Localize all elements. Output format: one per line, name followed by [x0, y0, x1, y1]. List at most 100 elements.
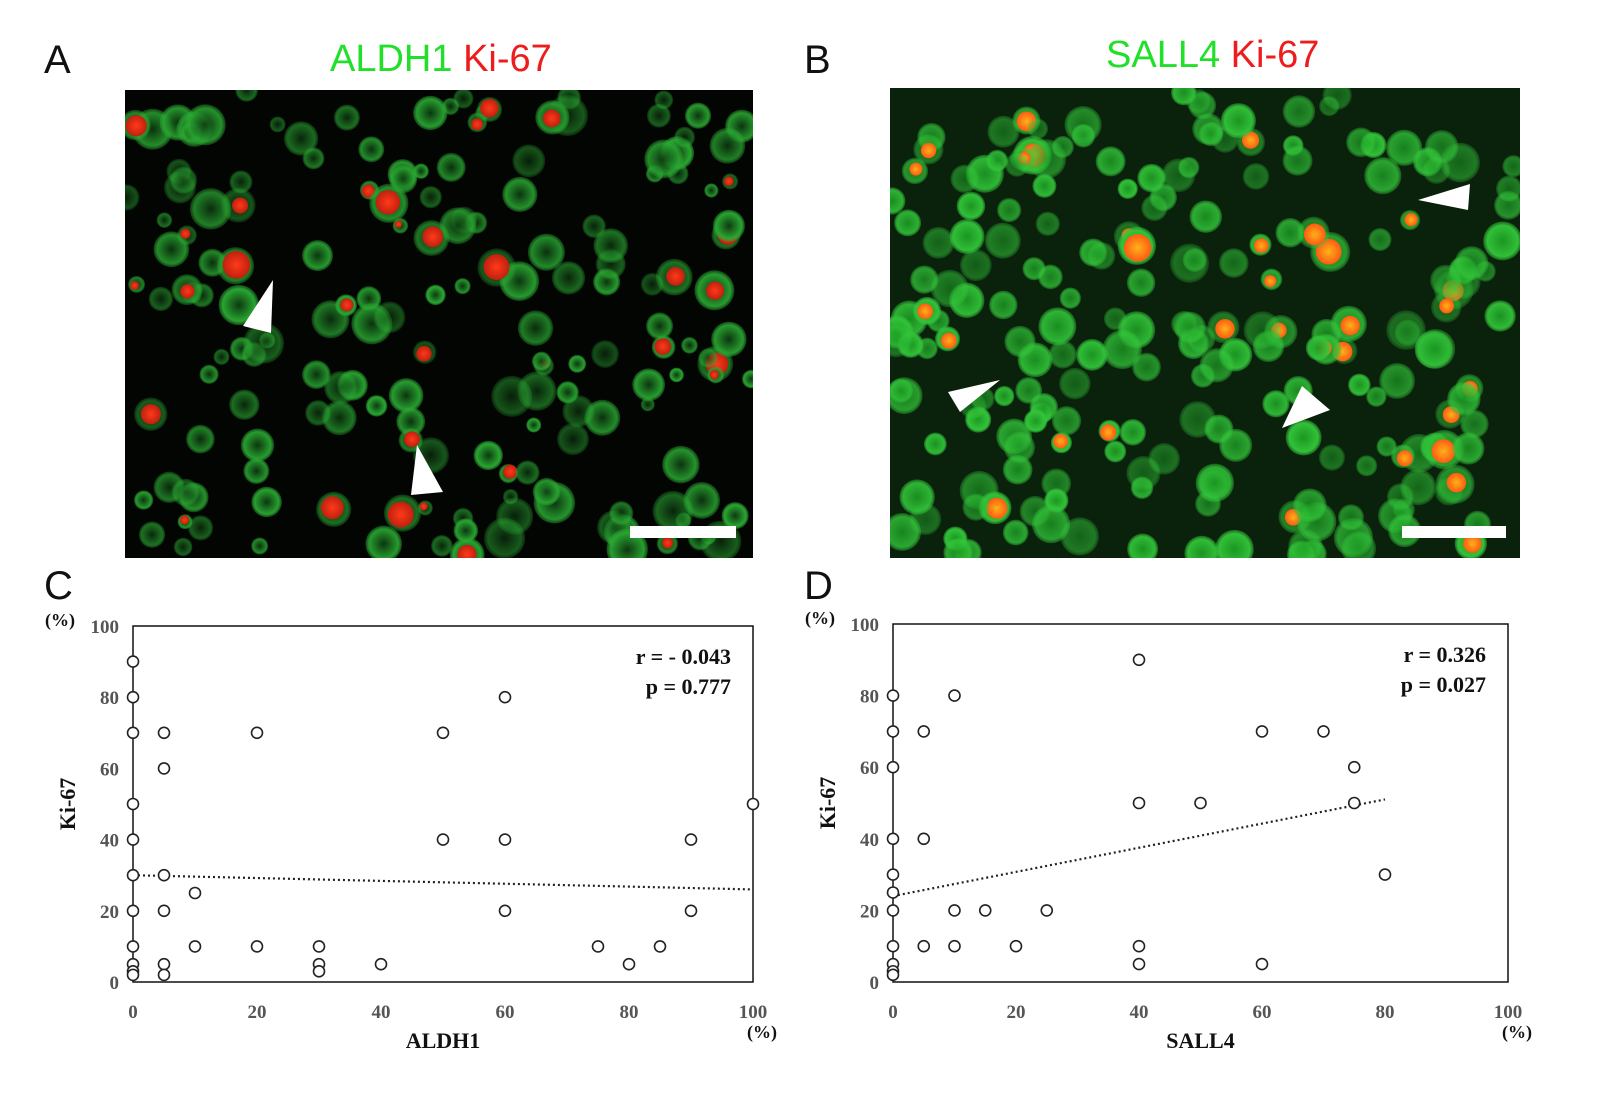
- ki67-nucleus: [1439, 298, 1455, 314]
- cell: [1023, 409, 1048, 433]
- cell: [302, 360, 331, 389]
- stat-annotation: p = 0.027: [1401, 672, 1486, 697]
- cell: [562, 395, 595, 428]
- cell: [1059, 287, 1082, 309]
- cell: [568, 354, 587, 373]
- cell: [365, 525, 402, 558]
- cell: [1262, 390, 1290, 418]
- data-point: [312, 940, 326, 953]
- data-point: [917, 832, 931, 846]
- trendline: [132, 874, 754, 891]
- cell: [1337, 504, 1365, 531]
- cell: [1002, 454, 1033, 485]
- data-point: [157, 904, 171, 918]
- cell: [1400, 469, 1437, 506]
- cell: [1004, 325, 1036, 358]
- ki67-nucleus: [724, 176, 734, 186]
- cell: [1137, 163, 1166, 193]
- data-point: [1132, 957, 1146, 971]
- cell: [515, 460, 540, 485]
- cell: [1422, 156, 1451, 184]
- x-tick-label: 100: [1494, 1002, 1523, 1023]
- cell: [1292, 488, 1327, 523]
- data-point: [157, 968, 171, 982]
- cell: [591, 340, 619, 368]
- cell: [453, 90, 474, 109]
- ki67-nucleus: [340, 298, 354, 312]
- cell: [365, 395, 388, 417]
- cell: [453, 518, 479, 543]
- x-tick-label: 0: [888, 1002, 898, 1023]
- x-unit-label: (%): [747, 1022, 777, 1043]
- cell: [1184, 535, 1219, 558]
- cell: [1126, 268, 1156, 297]
- cell: [890, 187, 906, 215]
- y-tick-label: 60: [100, 759, 119, 780]
- scatter-chart-c: 0 20 40 60 80 100 0 20 40 60 80 100 (%) (%) ALDH1 Ki-67…: [0, 580, 800, 1100]
- cell: [373, 301, 406, 334]
- y-tick-label: 40: [860, 830, 879, 851]
- cell: [1060, 517, 1099, 556]
- cell: [517, 310, 554, 346]
- data-point: [1040, 904, 1054, 917]
- data-point: [622, 957, 636, 971]
- data-point: [948, 689, 961, 702]
- cell: [709, 127, 746, 164]
- cell: [1087, 241, 1116, 270]
- cell: [526, 417, 542, 433]
- data-point: [886, 689, 900, 702]
- ki67-nucleus: [666, 266, 685, 286]
- data-point: [1255, 725, 1269, 738]
- data-point: [684, 904, 698, 918]
- cell: [1242, 163, 1270, 190]
- cell: [962, 493, 990, 521]
- ki67-nucleus: [422, 226, 444, 248]
- data-point: [498, 833, 512, 846]
- cell: [1126, 455, 1161, 491]
- data-point: [886, 832, 900, 846]
- ki67-nucleus: [662, 537, 674, 549]
- data-point: [886, 904, 900, 917]
- y-tick-label: 80: [100, 688, 119, 709]
- cell: [1368, 228, 1392, 252]
- cell: [148, 286, 174, 312]
- data-point: [653, 940, 667, 953]
- x-tick-label: 60: [1253, 1002, 1272, 1023]
- cell: [283, 121, 319, 156]
- data-point: [157, 868, 171, 882]
- cell: [1171, 88, 1197, 106]
- cell: [1102, 329, 1142, 370]
- cell: [1502, 155, 1520, 178]
- cell: [640, 272, 664, 296]
- cell: [1346, 127, 1376, 158]
- cell: [527, 233, 565, 271]
- data-point: [948, 904, 961, 917]
- data-point: [1009, 939, 1023, 953]
- data-point: [126, 797, 140, 811]
- micrograph-a: [125, 90, 753, 558]
- data-point: [157, 957, 171, 971]
- cell: [986, 149, 1009, 172]
- data-point: [374, 957, 388, 971]
- ki67-nucleus: [180, 284, 195, 299]
- data-point: [157, 762, 171, 775]
- panel-label-c: C: [44, 564, 73, 608]
- title-red-marker: Ki-67: [1230, 34, 1320, 76]
- cell: [324, 370, 358, 405]
- cell: [138, 521, 166, 548]
- cell: [186, 424, 215, 454]
- cell: [646, 312, 674, 340]
- x-tick-label: 40: [372, 1002, 391, 1023]
- cell: [1041, 468, 1072, 499]
- cell: [413, 163, 429, 179]
- scale-bar: [1402, 526, 1506, 538]
- ki67-nucleus: [1446, 472, 1467, 493]
- x-tick-label: 20: [1007, 1002, 1026, 1023]
- cell: [1038, 307, 1077, 346]
- cell: [652, 490, 694, 532]
- cell: [302, 240, 334, 272]
- cell: [251, 537, 269, 555]
- cell: [333, 104, 360, 131]
- ki67-nucleus: [394, 220, 403, 228]
- cell: [502, 176, 538, 212]
